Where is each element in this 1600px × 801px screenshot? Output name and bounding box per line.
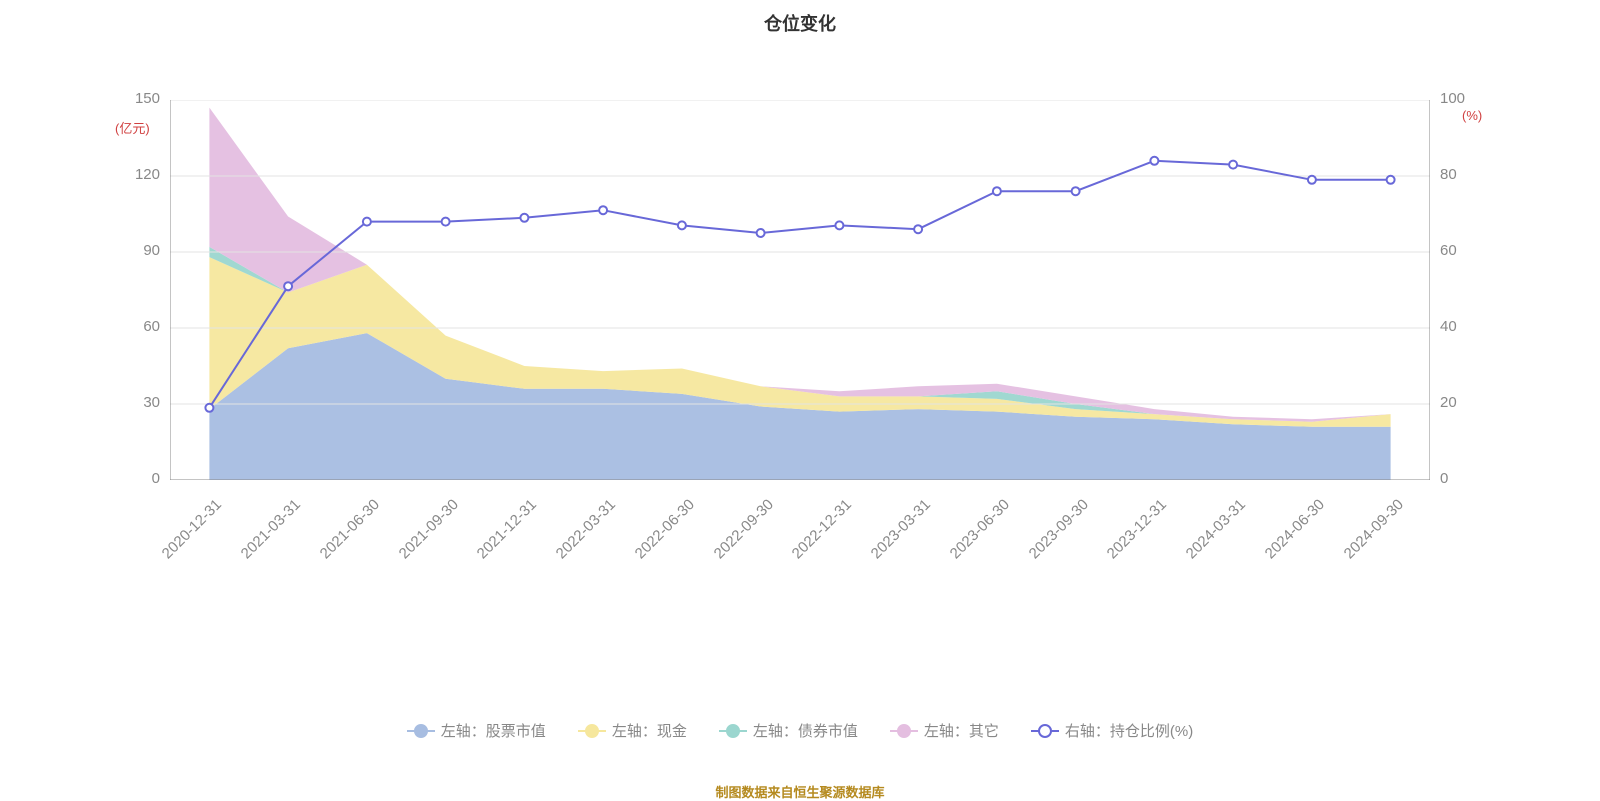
marker-ratio (678, 221, 686, 229)
y-right-tick-label: 80 (1440, 166, 1457, 183)
y-left-tick-label: 30 (143, 394, 160, 411)
x-tick-label: 2022-09-30 (710, 496, 776, 562)
legend-swatch (578, 724, 606, 738)
y-right-tick-label: 100 (1440, 90, 1465, 107)
legend-swatch (719, 724, 747, 738)
marker-ratio (520, 214, 528, 222)
y-right-tick-label: 0 (1440, 470, 1448, 487)
marker-ratio (205, 404, 213, 412)
y-left-tick-label: 90 (143, 242, 160, 259)
y-left-tick-label: 0 (152, 470, 160, 487)
x-tick-label: 2023-09-30 (1025, 496, 1091, 562)
marker-ratio (1229, 161, 1237, 169)
x-tick-label: 2022-06-30 (632, 496, 698, 562)
plot-area (170, 100, 1430, 480)
legend-item[interactable]: 左轴：现金 (578, 720, 687, 741)
marker-ratio (914, 225, 922, 233)
legend-item[interactable]: 左轴：债券市值 (719, 720, 858, 741)
marker-ratio (1072, 187, 1080, 195)
x-tick-label: 2022-03-31 (553, 496, 619, 562)
x-tick-label: 2021-12-31 (474, 496, 540, 562)
legend-swatch (1031, 724, 1059, 738)
legend-item[interactable]: 左轴：股票市值 (407, 720, 546, 741)
y-right-unit: (%) (1462, 108, 1482, 123)
legend: 左轴：股票市值 左轴：现金 左轴：债券市值 左轴：其它 右轴：持仓比例(%) (0, 720, 1600, 741)
marker-ratio (993, 187, 1001, 195)
x-tick-label: 2023-03-31 (868, 496, 934, 562)
footer-text: 制图数据来自恒生聚源数据库 (0, 782, 1600, 801)
x-tick-label: 2024-03-31 (1183, 496, 1249, 562)
marker-ratio (835, 221, 843, 229)
chart-title: 仓位变化 (0, 10, 1600, 36)
x-tick-label: 2021-03-31 (238, 496, 304, 562)
x-tick-label: 2022-12-31 (789, 496, 855, 562)
marker-ratio (599, 206, 607, 214)
x-tick-label: 2023-06-30 (947, 496, 1013, 562)
legend-label: 左轴：债券市值 (753, 720, 858, 741)
x-tick-label: 2024-06-30 (1262, 496, 1328, 562)
marker-ratio (1387, 176, 1395, 184)
y-left-unit: (亿元) (115, 118, 150, 137)
y-right-tick-label: 40 (1440, 318, 1457, 335)
legend-swatch (407, 724, 435, 738)
x-tick-label: 2021-09-30 (395, 496, 461, 562)
y-left-tick-label: 120 (135, 166, 160, 183)
legend-item[interactable]: 右轴：持仓比例(%) (1031, 720, 1193, 741)
x-tick-label: 2024-09-30 (1340, 496, 1406, 562)
legend-label: 左轴：其它 (924, 720, 999, 741)
marker-ratio (284, 282, 292, 290)
legend-label: 左轴：现金 (612, 720, 687, 741)
x-tick-label: 2021-06-30 (317, 496, 383, 562)
x-tick-label: 2023-12-31 (1104, 496, 1170, 562)
y-left-tick-label: 60 (143, 318, 160, 335)
legend-swatch (890, 724, 918, 738)
y-right-tick-label: 20 (1440, 394, 1457, 411)
y-left-tick-label: 150 (135, 90, 160, 107)
legend-item[interactable]: 左轴：其它 (890, 720, 999, 741)
marker-ratio (363, 218, 371, 226)
chart-container: 仓位变化 左轴：股票市值左轴：现金左轴：债券市值左轴：其它右轴：持仓比例(%) … (0, 0, 1600, 800)
legend-label: 左轴：股票市值 (441, 720, 546, 741)
marker-ratio (442, 218, 450, 226)
y-right-tick-label: 60 (1440, 242, 1457, 259)
x-tick-label: 2020-12-31 (159, 496, 225, 562)
legend-label: 右轴：持仓比例(%) (1065, 720, 1193, 741)
marker-ratio (1308, 176, 1316, 184)
marker-ratio (757, 229, 765, 237)
marker-ratio (1150, 157, 1158, 165)
